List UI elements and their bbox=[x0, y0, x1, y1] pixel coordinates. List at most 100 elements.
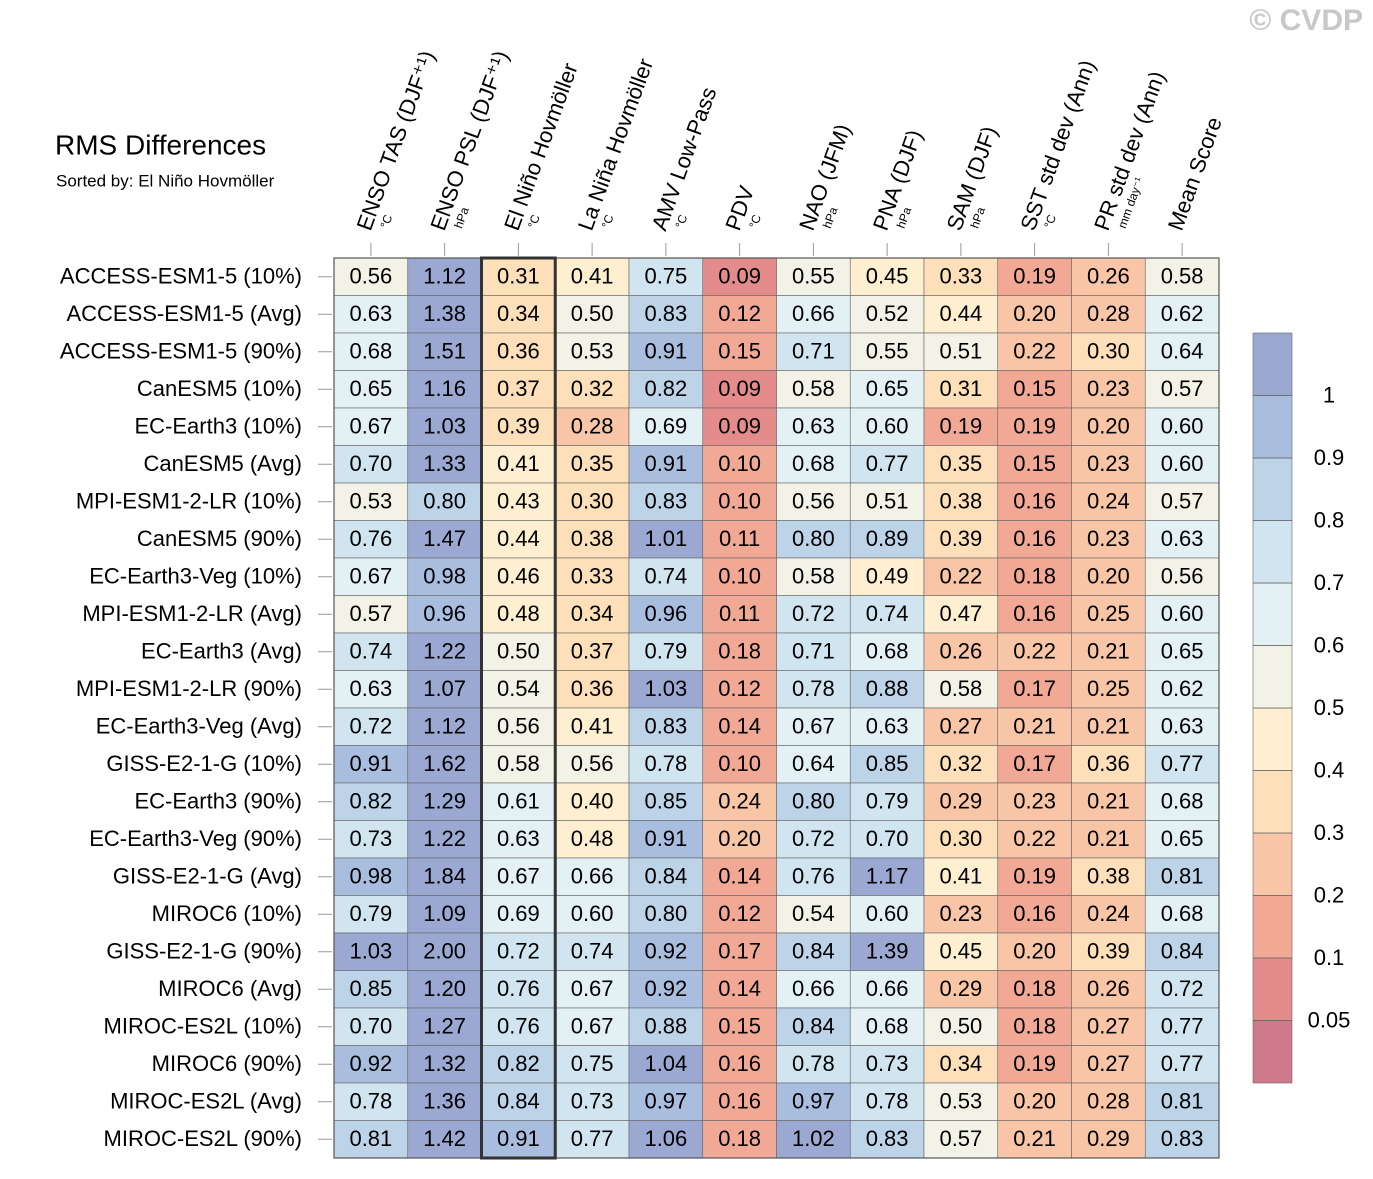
heatmap-cell bbox=[776, 932, 851, 971]
cell-label: 0.36 bbox=[571, 676, 614, 701]
cell-label: 0.72 bbox=[497, 939, 540, 964]
heatmap-cell bbox=[554, 1120, 630, 1159]
cell-label: 0.68 bbox=[866, 1014, 909, 1039]
colorbar-box bbox=[1252, 957, 1293, 1021]
cell-label: 0.76 bbox=[497, 1014, 540, 1039]
cell-label: 0.15 bbox=[1013, 376, 1056, 401]
cell-label: 0.62 bbox=[1161, 676, 1204, 701]
heatmap-cell bbox=[554, 520, 630, 559]
cell-label: 1.32 bbox=[423, 1051, 466, 1076]
cell-label: 0.66 bbox=[792, 301, 835, 326]
heatmap-cell bbox=[849, 857, 925, 896]
heatmap-cell bbox=[776, 557, 851, 596]
cell-label: 0.56 bbox=[792, 489, 835, 514]
cell-label: 0.14 bbox=[718, 976, 761, 1001]
row-label: MIROC6 (10%) bbox=[152, 901, 302, 926]
cell-label: 0.16 bbox=[1013, 526, 1056, 551]
cell-label: 0.98 bbox=[423, 564, 466, 589]
cell-label: 1.39 bbox=[866, 939, 909, 964]
cell-label: 0.20 bbox=[1087, 414, 1130, 439]
cell-label: 0.76 bbox=[497, 976, 540, 1001]
heatmap-cell bbox=[923, 857, 999, 896]
heatmap-cell bbox=[849, 595, 925, 634]
heatmap-cell bbox=[333, 632, 409, 671]
heatmap-cell bbox=[997, 820, 1072, 859]
row-label: ACCESS-ESM1-5 (90%) bbox=[60, 339, 302, 364]
cell-label: 0.64 bbox=[792, 751, 835, 776]
column-label: AMV Low-Pass bbox=[647, 84, 722, 234]
cell-label: 0.32 bbox=[571, 376, 614, 401]
cell-label: 0.60 bbox=[866, 901, 909, 926]
heatmap-cell bbox=[481, 595, 556, 634]
cell-label: 0.76 bbox=[349, 526, 392, 551]
cell-label: 0.80 bbox=[792, 789, 835, 814]
heatmap-cell bbox=[923, 295, 999, 334]
heatmap-cell bbox=[628, 1045, 704, 1084]
cell-label: 0.68 bbox=[1161, 789, 1204, 814]
heatmap-cell bbox=[776, 520, 851, 559]
cell-label: 0.60 bbox=[1161, 451, 1204, 476]
cell-label: 0.16 bbox=[718, 1089, 761, 1114]
heatmap-cell bbox=[407, 1045, 482, 1084]
cell-label: 0.23 bbox=[1087, 376, 1130, 401]
cell-label: 0.30 bbox=[939, 826, 982, 851]
cell-label: 0.82 bbox=[497, 1051, 540, 1076]
heatmap-cell bbox=[1071, 1045, 1146, 1084]
heatmap-cell bbox=[481, 370, 556, 409]
heatmap-cell bbox=[849, 520, 925, 559]
cell-label: 0.38 bbox=[939, 489, 982, 514]
cell-label: 0.48 bbox=[571, 826, 614, 851]
heatmap-cell bbox=[407, 595, 482, 634]
heatmap-cell bbox=[997, 295, 1072, 334]
heatmap-cell bbox=[1144, 970, 1220, 1009]
heatmap-cell bbox=[923, 895, 999, 934]
cell-label: 1.12 bbox=[423, 264, 466, 289]
heatmap-cell bbox=[407, 557, 482, 596]
cell-label: 0.67 bbox=[349, 414, 392, 439]
heatmap-cell bbox=[776, 407, 851, 446]
heatmap-cell bbox=[776, 745, 851, 784]
column-unit: °C bbox=[746, 212, 764, 230]
heatmap-cell bbox=[702, 932, 777, 971]
cell-label: 0.32 bbox=[939, 751, 982, 776]
cell-label: 0.83 bbox=[866, 1126, 909, 1151]
cell-label: 0.20 bbox=[1013, 1089, 1056, 1114]
heatmap-cell bbox=[849, 670, 925, 709]
cell-label: 0.57 bbox=[1161, 489, 1204, 514]
heatmap-cell bbox=[1071, 932, 1146, 971]
cell-label: 0.24 bbox=[1087, 901, 1130, 926]
colorbar-tick-label: 0.7 bbox=[1314, 570, 1345, 595]
heatmap-cell bbox=[702, 670, 777, 709]
colorbar-tick-label: 0.5 bbox=[1314, 695, 1345, 720]
heatmap-cell bbox=[997, 632, 1072, 671]
cell-label: 0.45 bbox=[939, 939, 982, 964]
cell-label: 0.69 bbox=[497, 901, 540, 926]
cell-label: 0.78 bbox=[792, 676, 835, 701]
cell-label: 0.29 bbox=[1087, 1126, 1130, 1151]
cell-label: 0.27 bbox=[939, 714, 982, 739]
cell-label: 0.63 bbox=[792, 414, 835, 439]
heatmap-cell bbox=[407, 857, 482, 896]
cell-label: 0.51 bbox=[866, 489, 909, 514]
heatmap-cell bbox=[554, 595, 630, 634]
colorbar-tick-label: 0.6 bbox=[1314, 632, 1345, 657]
cell-label: 0.72 bbox=[1161, 976, 1204, 1001]
heatmap-cell bbox=[333, 745, 409, 784]
cell-label: 1.27 bbox=[423, 1014, 466, 1039]
cell-label: 1.62 bbox=[423, 751, 466, 776]
cell-label: 1.01 bbox=[644, 526, 687, 551]
cell-label: 0.26 bbox=[1087, 264, 1130, 289]
colorbar-box bbox=[1252, 395, 1293, 459]
cell-label: 0.09 bbox=[718, 264, 761, 289]
cell-label: 0.80 bbox=[644, 901, 687, 926]
heatmap-cell bbox=[481, 1007, 556, 1046]
row-label: CanESM5 (Avg) bbox=[143, 451, 302, 476]
heatmap-cell bbox=[1071, 295, 1146, 334]
cell-label: 0.43 bbox=[497, 489, 540, 514]
cell-label: 0.81 bbox=[1161, 864, 1204, 889]
cell-label: 0.63 bbox=[349, 676, 392, 701]
cell-label: 0.22 bbox=[939, 564, 982, 589]
heatmap-cell bbox=[1144, 1082, 1220, 1121]
cell-label: 0.19 bbox=[1013, 264, 1056, 289]
